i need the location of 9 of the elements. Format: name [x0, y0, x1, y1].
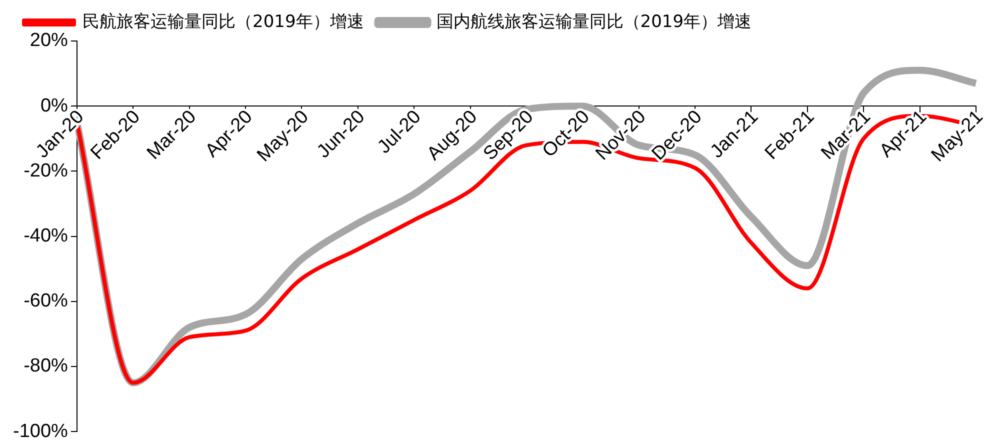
y-tick-label: -20% — [24, 160, 68, 182]
y-tick-label: 0% — [40, 95, 68, 116]
y-tick-label: -80% — [24, 356, 68, 377]
y-tick-label: -60% — [24, 290, 68, 312]
y-tick-label: -100% — [13, 420, 68, 442]
y-tick-label: -40% — [24, 226, 68, 247]
legend-label: 国内航线旅客运输量同比（2019年）增速 — [436, 12, 752, 32]
y-tick-label: 20% — [30, 30, 68, 52]
legend-label: 民航旅客运输量同比（2019年）增速 — [82, 12, 364, 32]
